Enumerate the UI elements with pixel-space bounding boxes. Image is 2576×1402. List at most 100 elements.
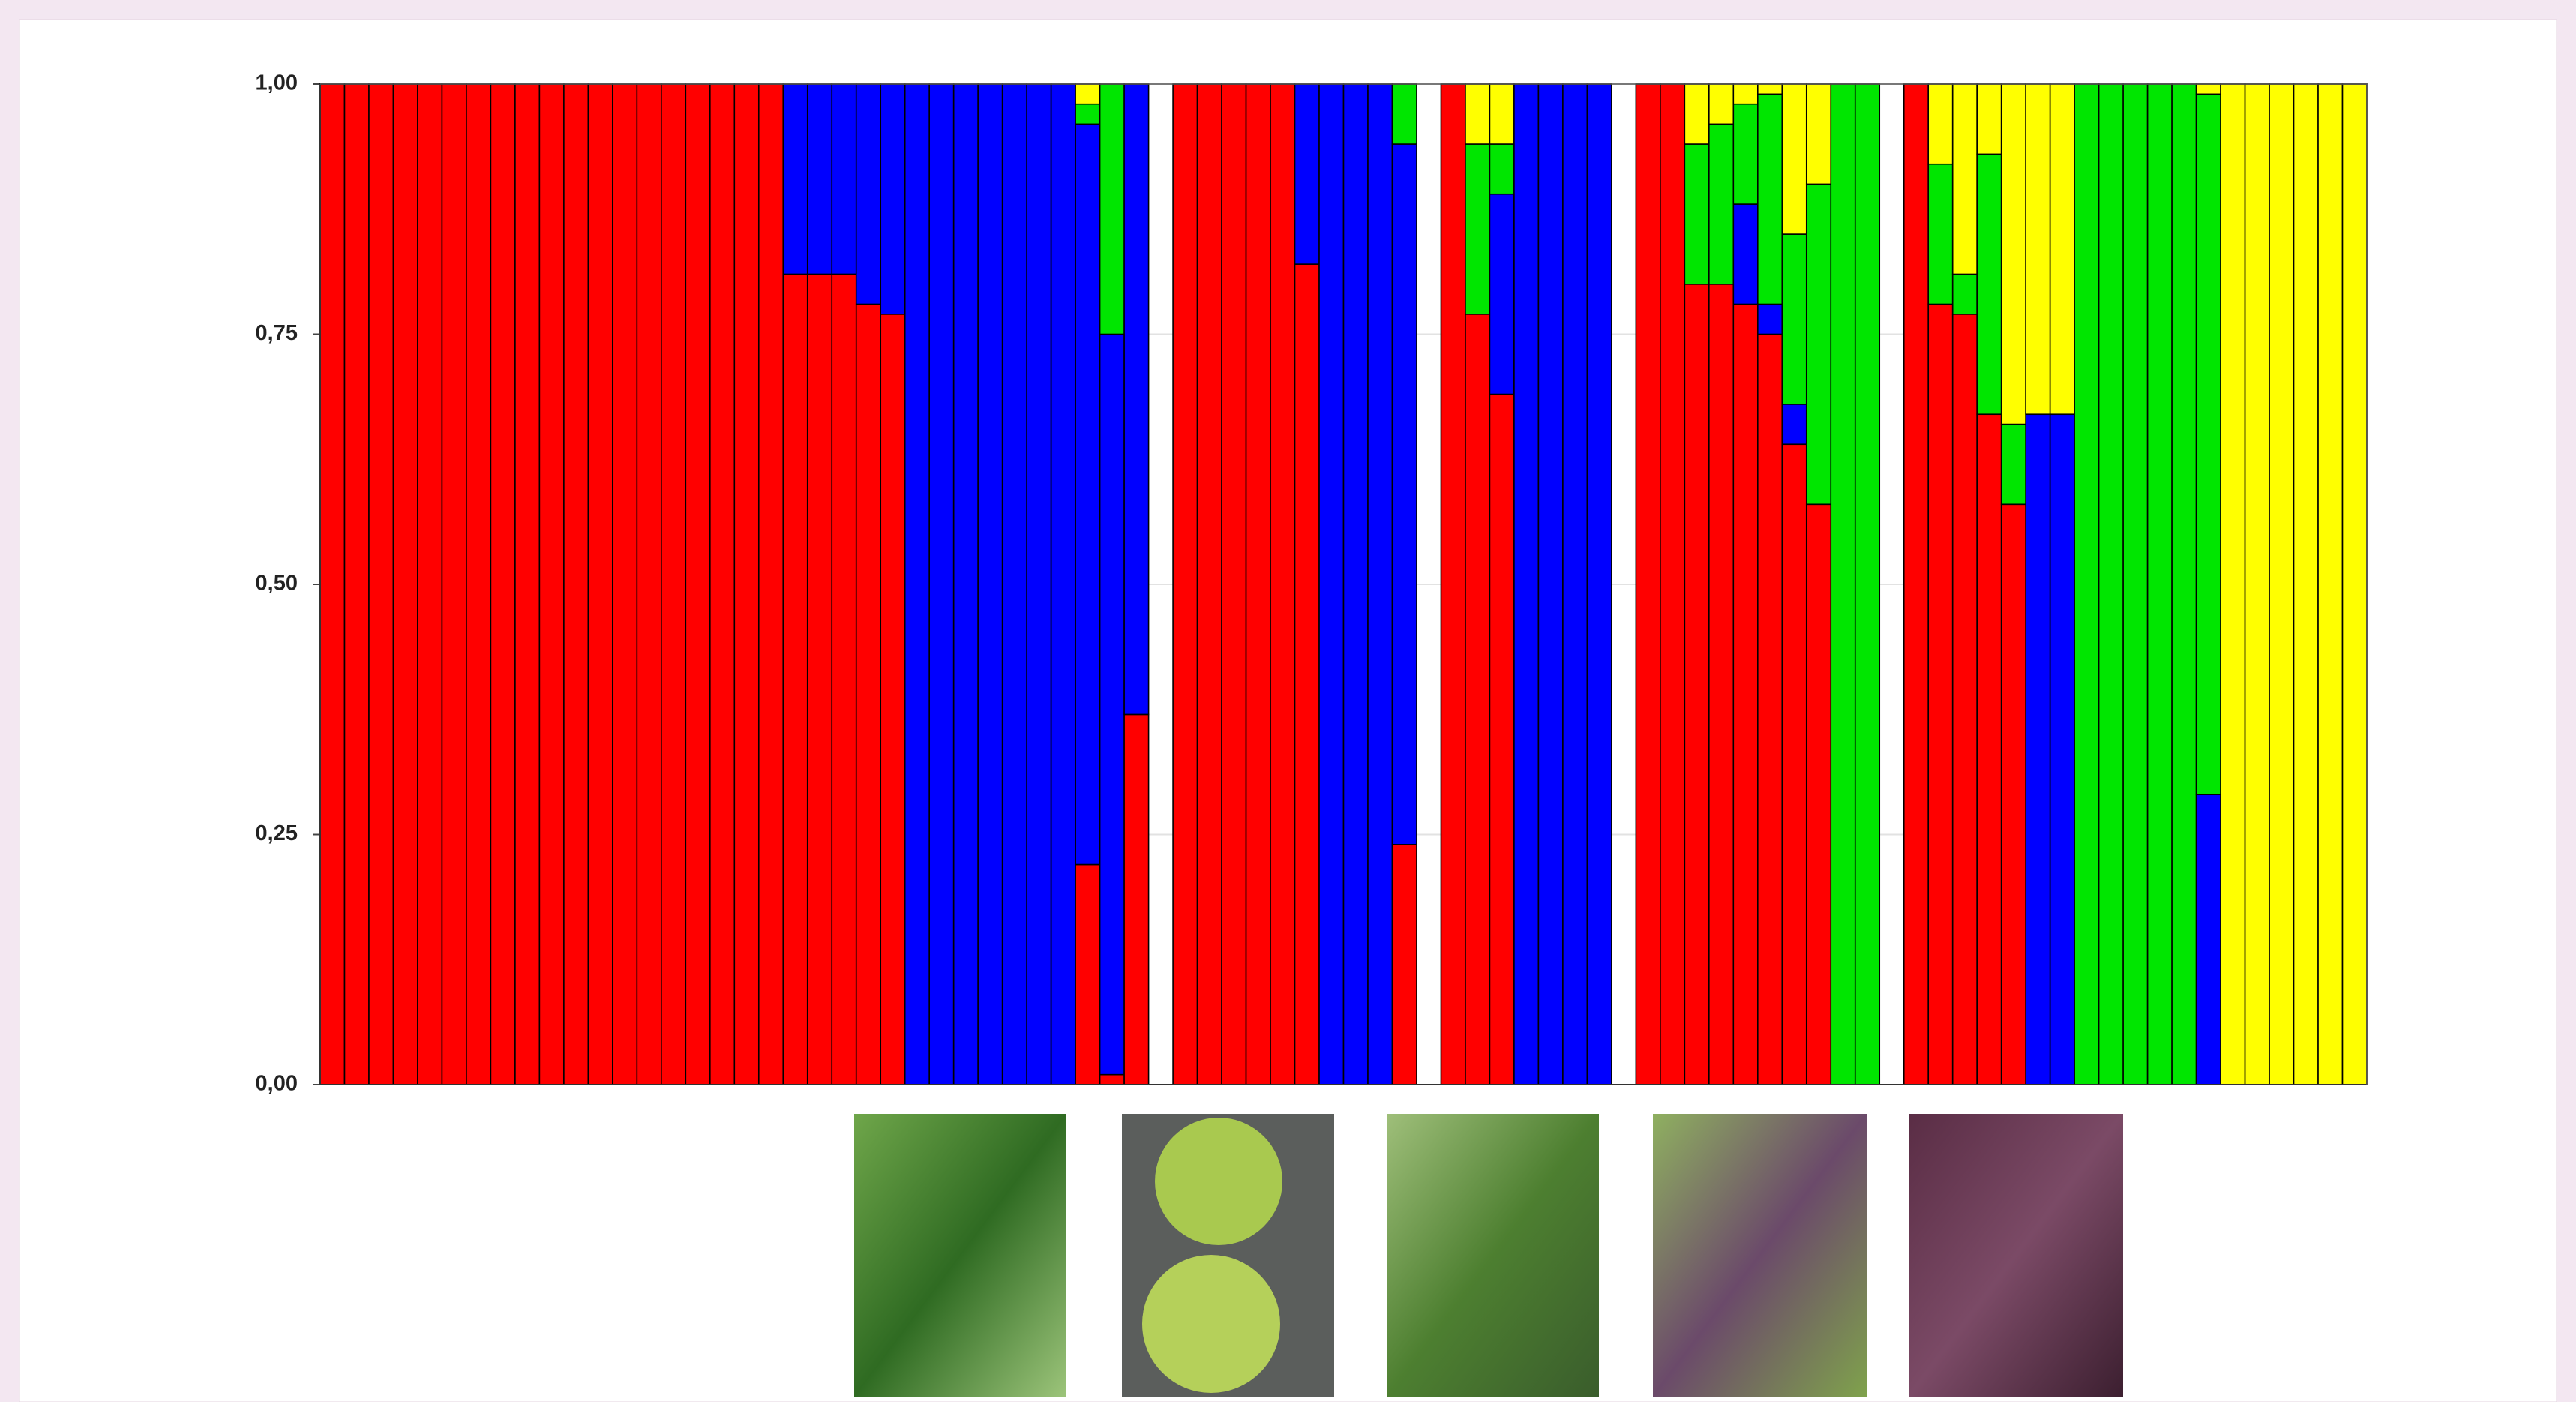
bar-segment [2123,84,2147,1085]
plant-photo-detail [1142,1255,1280,1393]
bar-segment [1684,144,1708,284]
bar-segment [1807,504,1831,1085]
bar-segment [1489,194,1513,395]
bar-segment [661,84,685,1085]
bar-segment [1514,84,1538,1085]
bar-segment [1222,84,1246,1085]
bar-segment [954,84,978,1085]
bar-segment [832,84,856,274]
plant-photo-detail [1155,1118,1282,1245]
bar-segment [2026,414,2050,1085]
bar-segment [1660,84,1684,1085]
bar-segment [929,84,953,1085]
bar-segment [1758,84,1782,94]
bar-segment [588,84,612,1085]
bar-segment [613,84,637,1085]
bar-segment [369,84,393,1085]
bar-segment [2050,414,2074,1085]
bar-segment [2099,84,2123,1085]
y-tick-label: 0,50 [256,572,298,596]
bar-segment [734,84,758,1085]
bar-segment [2269,84,2293,1085]
bar-segment [783,84,807,274]
bar-segment [1684,284,1708,1085]
bar-segment [1344,84,1368,1085]
bar-segment [1392,84,1416,144]
bar-segment [1709,124,1733,284]
bar-segment [2245,84,2269,1085]
bar-segment [1051,84,1075,1085]
bar-segment [1709,84,1733,124]
bar-segment [1587,84,1611,1085]
bar-segment [1075,84,1099,104]
bar-segment [1928,304,1952,1085]
bar-segment [1173,84,1197,1085]
bar-segment [2197,84,2221,94]
bar-segment [1928,164,1952,305]
bar-segment [808,274,832,1085]
bar-segment [1270,84,1294,1085]
bar-segment [710,84,734,1085]
bar-segment [2026,84,2050,414]
bar-segment [2197,794,2221,1085]
y-tick-label: 1,00 [256,71,298,95]
bar-segment [1782,234,1806,404]
bar-segment [1758,335,1782,1085]
bar-segment [466,84,490,1085]
bar-segment [832,274,856,1085]
bar-segment [564,84,588,1085]
bar-segment [2343,84,2367,1085]
bar-segment [1198,84,1222,1085]
bar-segment [1758,94,1782,304]
bar-segment [1904,84,1928,1085]
bar-segment [393,84,417,1085]
bar-segment [880,84,904,314]
bar-segment [1977,414,2001,1085]
plot-area: 0,000,250,500,751,00 [256,71,2367,1096]
bar-segment [1392,144,1416,845]
bar-segment [320,84,344,1085]
y-tick-label: 0,25 [256,821,298,845]
bar-segment [1246,84,1270,1085]
bar-segment [1977,154,2001,414]
bar-segment [1733,204,1757,304]
bar-segment [1124,84,1148,714]
bar-segment [905,84,929,1085]
bar-segment [1027,84,1051,1085]
bar-segment [1368,84,1392,1085]
bar-segment [1465,84,1489,144]
bar-segment [1855,84,1879,1085]
chart: 0,000,250,500,751,00 [0,0,2576,1402]
bar-segment [783,274,807,1085]
bar-segment [1295,84,1319,264]
plant-photos [854,1114,2123,1397]
bar-segment [2074,84,2098,1085]
bar-segment [808,84,832,274]
bar-segment [1684,84,1708,144]
bar-segment [1831,84,1855,1085]
bar-segment [1075,124,1099,864]
bar-segment [1124,714,1148,1085]
bar-segment [418,84,442,1085]
bar-segment [1807,184,1831,504]
plant-photo [854,1114,1066,1397]
bar-segment [1392,845,1416,1085]
bar-segment [2197,94,2221,794]
bar-segment [1075,104,1099,125]
bar-segment [2148,84,2172,1085]
bar-segment [344,84,368,1085]
bar-segment [1782,84,1806,234]
bar-segment [1538,84,1562,1085]
bar-segment [442,84,466,1085]
plant-photo [1909,1114,2123,1397]
bar-segment [2294,84,2318,1085]
bar-segment [880,314,904,1085]
bar-segment [1782,404,1806,444]
bar-segment [1953,84,1977,274]
bar-segment [2002,425,2026,505]
bar-segment [1465,144,1489,314]
bar-segment [1977,84,2001,154]
bar-segment [1733,304,1757,1085]
bar-segment [539,84,563,1085]
page: 0,000,250,500,751,00 (() => { const data… [0,0,2576,1402]
